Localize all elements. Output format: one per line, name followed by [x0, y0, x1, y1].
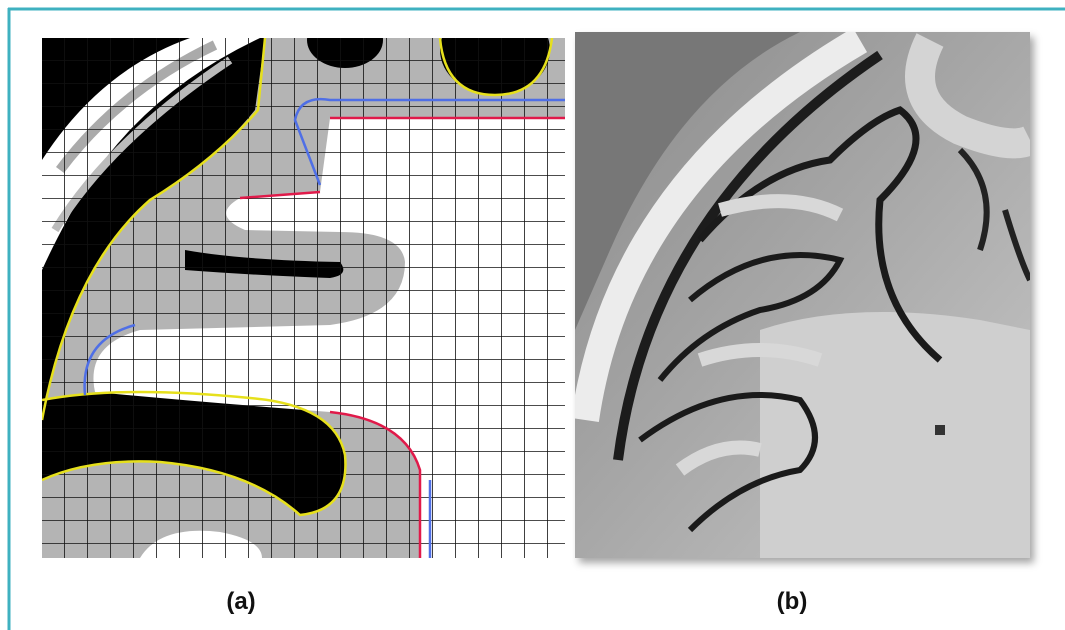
figure: (a) (b) — [0, 0, 1065, 630]
caption-b: (b) — [752, 588, 832, 616]
figure-graphics — [0, 0, 1065, 630]
vessel — [935, 425, 945, 435]
panel-a — [42, 5, 565, 558]
caption-a: (a) — [201, 588, 281, 616]
panel-b — [575, 32, 1030, 558]
grid — [42, 38, 565, 558]
